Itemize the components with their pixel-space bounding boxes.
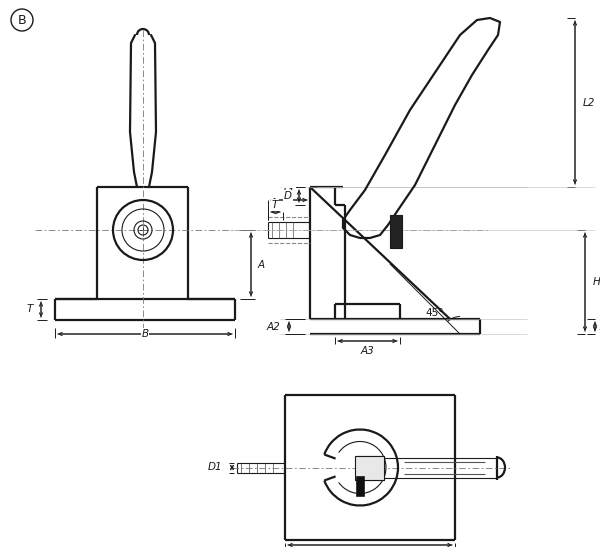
Text: B: B	[142, 329, 149, 339]
Text: A3: A3	[361, 346, 374, 356]
Text: A2: A2	[266, 322, 280, 331]
Text: D1: D1	[208, 463, 222, 473]
Text: H: H	[593, 277, 600, 287]
Bar	[356, 475, 364, 496]
Bar	[390, 215, 402, 248]
Bar	[355, 456, 384, 480]
Text: 45°: 45°	[426, 308, 444, 318]
Text: T: T	[272, 200, 278, 210]
Text: L2: L2	[583, 97, 595, 108]
Text: D: D	[284, 191, 292, 201]
Text: L1: L1	[283, 188, 295, 198]
Text: B: B	[17, 14, 26, 26]
Text: A: A	[258, 259, 265, 270]
Text: T: T	[26, 305, 33, 315]
